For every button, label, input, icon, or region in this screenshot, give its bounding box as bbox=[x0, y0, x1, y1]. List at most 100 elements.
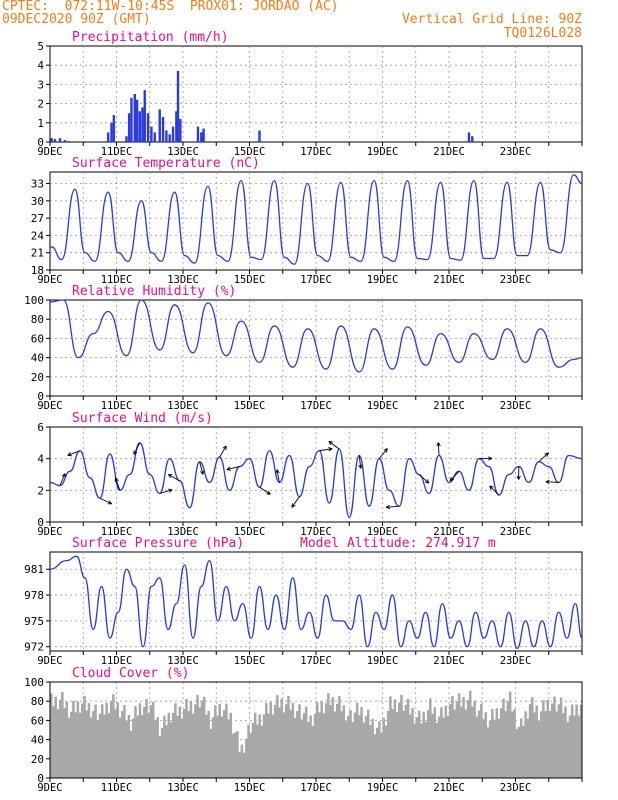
cloud-bar bbox=[198, 707, 202, 778]
wind-arrowhead bbox=[488, 458, 493, 461]
cloud-bar bbox=[196, 694, 199, 778]
precip-bar bbox=[58, 138, 62, 142]
pressure-xtick-label: 15DEC bbox=[234, 655, 266, 667]
precip-bar bbox=[161, 117, 165, 142]
humidity-xtick-label: 21DEC bbox=[433, 400, 465, 412]
humidity-xtick-label: 23DEC bbox=[500, 400, 532, 412]
cloud-bar bbox=[202, 696, 206, 778]
cloud-bar bbox=[435, 722, 439, 778]
cloud-bar bbox=[296, 711, 299, 778]
wind-arrowhead bbox=[516, 475, 520, 480]
cloud-bar bbox=[369, 725, 372, 778]
cloud-bar bbox=[446, 715, 450, 778]
wind-title: Surface Wind (m/s) bbox=[72, 411, 213, 426]
wind-xtick-label: 23DEC bbox=[500, 526, 532, 538]
precip-bar bbox=[467, 132, 471, 142]
cloud-bar bbox=[488, 720, 492, 778]
wind-arrow bbox=[378, 448, 388, 459]
cloud-bar bbox=[58, 699, 62, 778]
cloud-bar bbox=[167, 712, 170, 778]
cloud-bar bbox=[313, 714, 317, 778]
cloud-bar bbox=[440, 707, 443, 778]
precip-bar bbox=[110, 122, 113, 142]
cloud-bar bbox=[156, 717, 159, 778]
cloud-bar bbox=[406, 698, 410, 778]
cloud-bar bbox=[562, 713, 565, 778]
pressure-xtick-label: 13DEC bbox=[167, 655, 199, 667]
cloud-bar bbox=[395, 712, 399, 778]
cloud-bar bbox=[462, 697, 465, 778]
precip-bar bbox=[165, 130, 168, 142]
wind-arrowhead bbox=[518, 475, 521, 480]
cloud-bar bbox=[267, 713, 270, 778]
cloud-bar bbox=[508, 691, 512, 778]
cloud-bar bbox=[307, 722, 310, 778]
temperature-ytick-label: 33 bbox=[31, 178, 44, 191]
cloud-bar bbox=[340, 711, 343, 778]
cloud-bar bbox=[535, 705, 538, 778]
cloud-bar bbox=[331, 697, 335, 778]
cloud-bar bbox=[344, 721, 348, 778]
cloud-bar bbox=[318, 712, 321, 778]
precip-bar bbox=[196, 126, 200, 142]
cloud-ytick-label: 80 bbox=[31, 695, 44, 708]
vertical-grid-label: Vertical Grid Line: 90Z bbox=[401, 12, 582, 27]
wind-xtick-label: 21DEC bbox=[433, 526, 465, 538]
cloud-bar bbox=[457, 693, 461, 778]
wind-arrowhead bbox=[275, 469, 278, 474]
cloud-bar bbox=[54, 696, 57, 778]
cloud-bar bbox=[280, 698, 284, 778]
wind-arrowhead bbox=[168, 489, 173, 493]
cloud-bar bbox=[112, 694, 115, 778]
cloud-bar bbox=[375, 727, 379, 778]
temperature-ytick-label: 30 bbox=[31, 195, 44, 208]
cloud-bar bbox=[517, 726, 521, 778]
cloud-bar bbox=[542, 700, 545, 778]
humidity-ytick-label: 20 bbox=[31, 371, 44, 384]
humidity-xtick-label: 19DEC bbox=[367, 400, 399, 412]
cloud-bar bbox=[338, 695, 341, 778]
cloud-bar bbox=[327, 693, 330, 778]
cloud-bar bbox=[389, 696, 392, 778]
cloud-bar bbox=[515, 729, 519, 778]
model-code-label: TQ0126L028 bbox=[503, 26, 582, 41]
cloud-bar bbox=[183, 708, 186, 778]
cloud-xtick-label: 17DEC bbox=[300, 782, 332, 794]
wind-arrowhead bbox=[226, 469, 231, 471]
precip-bar bbox=[258, 130, 261, 142]
cloud-bar bbox=[380, 732, 383, 778]
cloud-bar bbox=[233, 732, 237, 778]
precip-ytick-label: 5 bbox=[37, 40, 44, 53]
precip-bar bbox=[135, 99, 139, 142]
wind-arrowhead bbox=[167, 474, 171, 479]
wind-xtick-label: 13DEC bbox=[167, 526, 199, 538]
wind-arrowhead bbox=[437, 442, 441, 447]
cloud-bar bbox=[236, 731, 239, 778]
cloud-bar bbox=[94, 704, 97, 778]
precip-xtick-label: 11DEC bbox=[101, 146, 133, 158]
wind-arrowhead bbox=[545, 481, 550, 485]
cloud-bar bbox=[473, 700, 476, 778]
cloud-bar bbox=[353, 712, 357, 778]
wind-arrowhead bbox=[133, 451, 138, 455]
temperature-xtick-label: 11DEC bbox=[101, 274, 133, 286]
cloud-bar bbox=[360, 707, 363, 778]
cloud-bar bbox=[251, 722, 255, 778]
precip-xtick-label: 13DEC bbox=[167, 146, 199, 158]
cloud-ytick-label: 60 bbox=[31, 714, 44, 727]
cloud-bar bbox=[293, 718, 297, 778]
cloud-bar bbox=[169, 722, 173, 778]
cloud-bar bbox=[335, 703, 339, 778]
cloud-bar bbox=[96, 720, 100, 778]
cloud-bar bbox=[522, 725, 525, 778]
cloud-bar bbox=[260, 725, 264, 778]
pressure-xtick-label: 9DEC bbox=[37, 655, 62, 667]
cloud-xtick-label: 11DEC bbox=[101, 782, 133, 794]
pressure-xtick-label: 19DEC bbox=[367, 655, 399, 667]
wind-ytick-label: 2 bbox=[37, 484, 44, 497]
cloud-bar bbox=[342, 705, 346, 778]
cloud-bar bbox=[174, 703, 177, 778]
precip-bar bbox=[112, 115, 116, 142]
cloud-bar bbox=[103, 714, 106, 778]
cloud-bar bbox=[471, 706, 474, 778]
